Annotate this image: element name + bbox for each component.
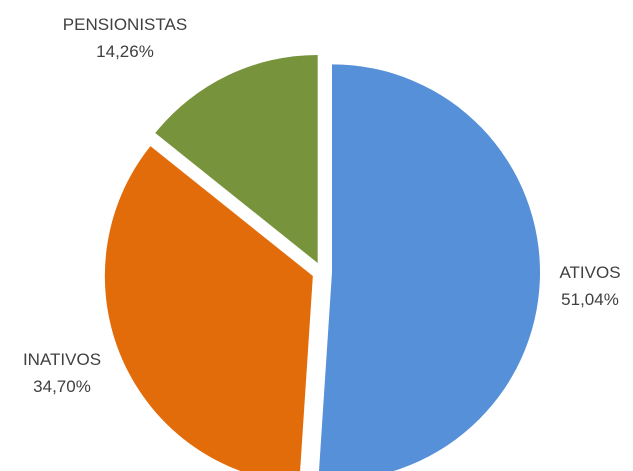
slice-pensionistas <box>155 54 318 263</box>
slice-ativos <box>318 64 540 471</box>
slice-label-inativos: INATIVOS <box>23 350 101 369</box>
slice-label-pensionistas: PENSIONISTAS <box>63 15 187 34</box>
slice-value-pensionistas: 14,26% <box>96 42 154 61</box>
slice-label-ativos: ATIVOS <box>559 263 620 282</box>
pie-slices <box>104 54 540 471</box>
slice-value-ativos: 51,04% <box>561 290 619 309</box>
pie-labels: ATIVOS 51,04% INATIVOS 34,70% PENSIONIST… <box>23 15 621 396</box>
slice-inativos <box>104 146 313 471</box>
slice-value-inativos: 34,70% <box>33 377 91 396</box>
